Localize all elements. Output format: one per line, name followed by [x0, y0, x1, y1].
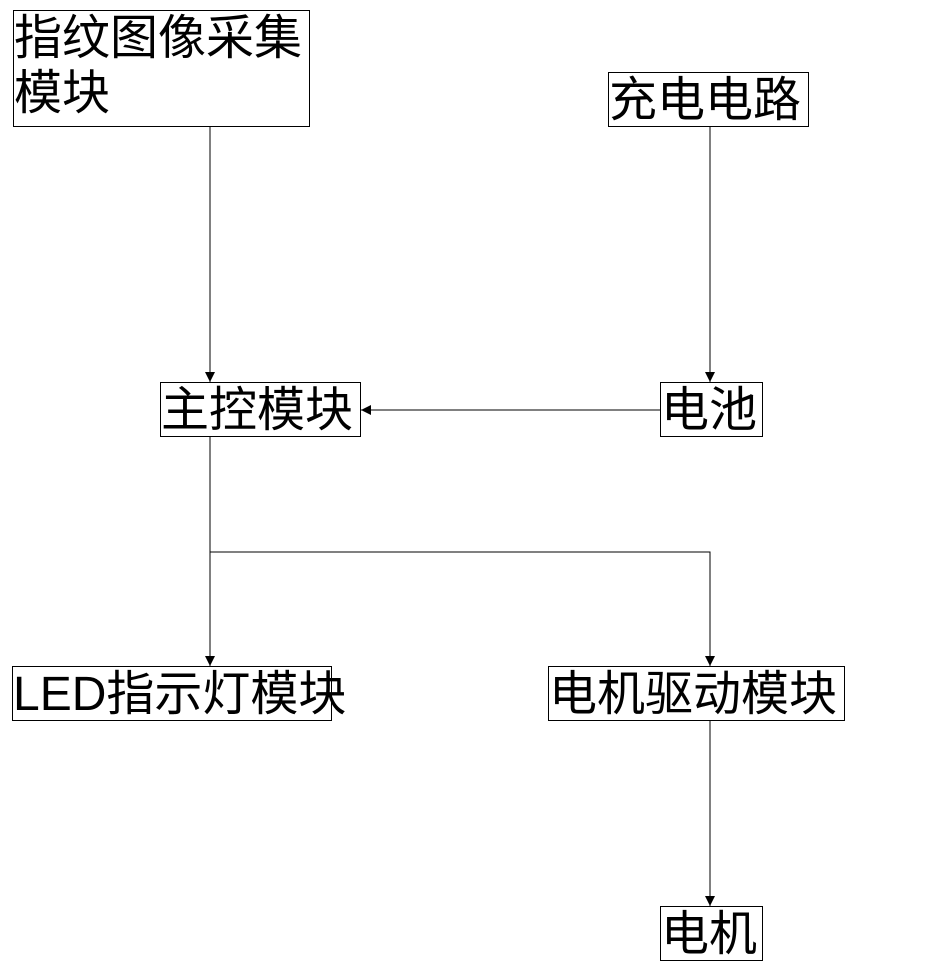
node-motor: 电机: [660, 906, 763, 961]
node-charging: 充电电路: [608, 72, 809, 127]
node-battery: 电池: [660, 382, 763, 437]
edge-main_ctrl-to-motor_driver: [210, 552, 710, 666]
node-led: LED指示灯模块: [12, 666, 332, 721]
node-fingerprint: 指纹图像采集 模块: [13, 10, 310, 127]
node-main-ctrl: 主控模块: [160, 382, 361, 437]
edges-layer: [0, 0, 946, 976]
node-motor-driver: 电机驱动模块: [548, 666, 845, 721]
